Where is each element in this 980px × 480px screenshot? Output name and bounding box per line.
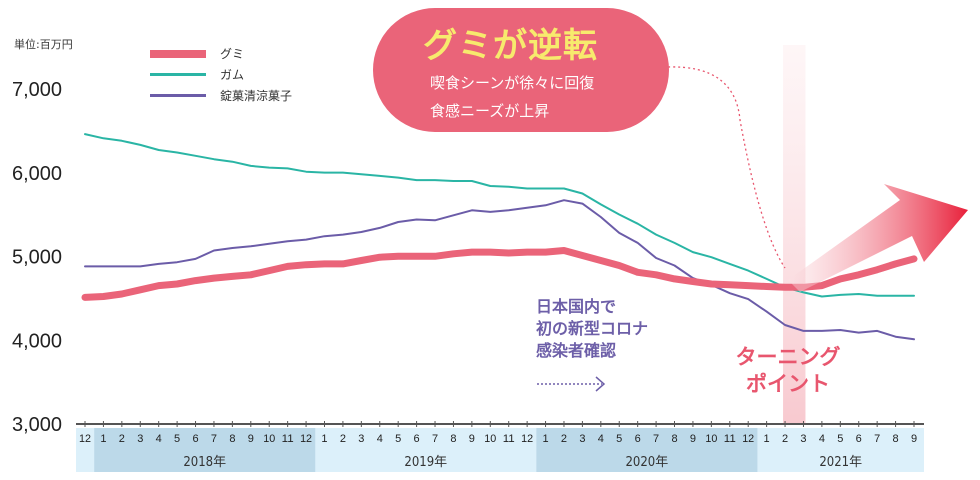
legend-label: ガム	[220, 68, 245, 82]
x-tick-label: 12	[300, 433, 312, 445]
x-tick-label: 7	[874, 433, 880, 445]
legend: グミ ガム 錠菓清涼菓子	[150, 43, 292, 106]
x-tick-label: 2	[340, 433, 346, 445]
year-label: 2018年	[183, 455, 226, 470]
x-tick-label: 10	[263, 433, 275, 445]
year-band	[94, 428, 316, 450]
callout-bubble: グミが逆転 喫食シーンが徐々に回復 食感ニーズが上昇	[373, 8, 669, 132]
x-tick-label: 10	[484, 433, 496, 445]
x-tick-label: 8	[229, 433, 235, 445]
x-tick-label: 2	[119, 433, 125, 445]
y-tick-label: 3,000	[12, 414, 62, 436]
legend-item-mint: 錠菓清涼菓子	[150, 85, 292, 106]
turning-line: ターニング	[735, 345, 841, 369]
x-tick-label: 6	[414, 433, 420, 445]
x-tick-label: 12	[521, 433, 533, 445]
legend-item-gummy: グミ	[150, 43, 292, 64]
y-tick-label: 5,000	[12, 247, 62, 269]
trend-arrow	[788, 184, 968, 292]
x-tick-label: 2	[782, 433, 788, 445]
x-tick-label: 3	[137, 433, 143, 445]
callout-line: 喫食シーンが徐々に回復	[430, 74, 595, 92]
x-tick-label: 6	[856, 433, 862, 445]
x-tick-label: 7	[211, 433, 217, 445]
year-band	[94, 450, 316, 472]
legend-item-gum: ガム	[150, 64, 292, 85]
x-tick-label: 1	[542, 433, 548, 445]
legend-label: 錠菓清涼菓子	[220, 89, 293, 103]
x-tick-label: 5	[616, 433, 622, 445]
legend-label: グミ	[220, 47, 245, 61]
x-tick-label: 10	[705, 433, 717, 445]
x-tick-label: 4	[819, 433, 825, 445]
x-tick-label: 11	[724, 433, 736, 445]
year-band	[536, 450, 758, 472]
callout-line: 食感ニーズが上昇	[430, 102, 550, 120]
x-tick-label: 7	[432, 433, 438, 445]
covid-line: 感染者確認	[536, 341, 617, 360]
x-tick-label: 9	[911, 433, 917, 445]
x-tick-label: 11	[503, 433, 515, 445]
callout-title: グミが逆転	[423, 26, 598, 66]
x-tick-label: 1	[321, 433, 327, 445]
series-line-0	[81, 247, 918, 301]
x-tick-label: 7	[653, 433, 659, 445]
x-tick-label: 9	[469, 433, 475, 445]
year-band	[536, 428, 758, 450]
x-tick-label: 8	[450, 433, 456, 445]
year-label: 2019年	[404, 455, 447, 470]
x-tick-label: 5	[837, 433, 843, 445]
x-tick-label: 5	[395, 433, 401, 445]
x-tick-label: 12	[742, 433, 754, 445]
y-tick-label: 4,000	[12, 330, 62, 352]
x-tick-label: 5	[174, 433, 180, 445]
year-label: 2021年	[819, 455, 862, 470]
x-tick-label: 12	[79, 433, 91, 445]
x-tick-label: 8	[893, 433, 899, 445]
year-label: 2020年	[625, 455, 668, 470]
x-tick-label: 9	[248, 433, 254, 445]
x-tick-label: 4	[156, 433, 162, 445]
callout-connector	[667, 66, 786, 269]
covid-line: 初の新型コロナ	[536, 319, 649, 338]
series-line-1	[84, 133, 915, 298]
turning-point-label: ターニング ポイント	[728, 344, 848, 398]
x-tick-label: 4	[598, 433, 604, 445]
x-tick-label: 3	[358, 433, 364, 445]
covid-line: 日本国内で	[536, 297, 617, 316]
x-tick-label: 9	[690, 433, 696, 445]
x-tick-label: 6	[635, 433, 641, 445]
x-tick-label: 8	[671, 433, 677, 445]
x-tick-label: 1	[764, 433, 770, 445]
unit-label: 単位:百万円	[14, 38, 73, 51]
x-tick-label: 3	[800, 433, 806, 445]
x-tick-label: 11	[282, 433, 294, 445]
x-tick-label: 4	[377, 433, 383, 445]
y-tick-label: 7,000	[12, 79, 62, 101]
x-tick-label: 1	[100, 433, 106, 445]
y-tick-label: 6,000	[12, 163, 62, 185]
covid-annotation: 日本国内で 初の新型コロナ 感染者確認	[536, 296, 648, 362]
x-tick-label: 2	[561, 433, 567, 445]
turning-line: ポイント	[746, 372, 830, 396]
covid-arrow-head	[595, 376, 606, 392]
series-line-2	[84, 199, 915, 341]
x-tick-label: 3	[579, 433, 585, 445]
x-tick-label: 6	[192, 433, 198, 445]
